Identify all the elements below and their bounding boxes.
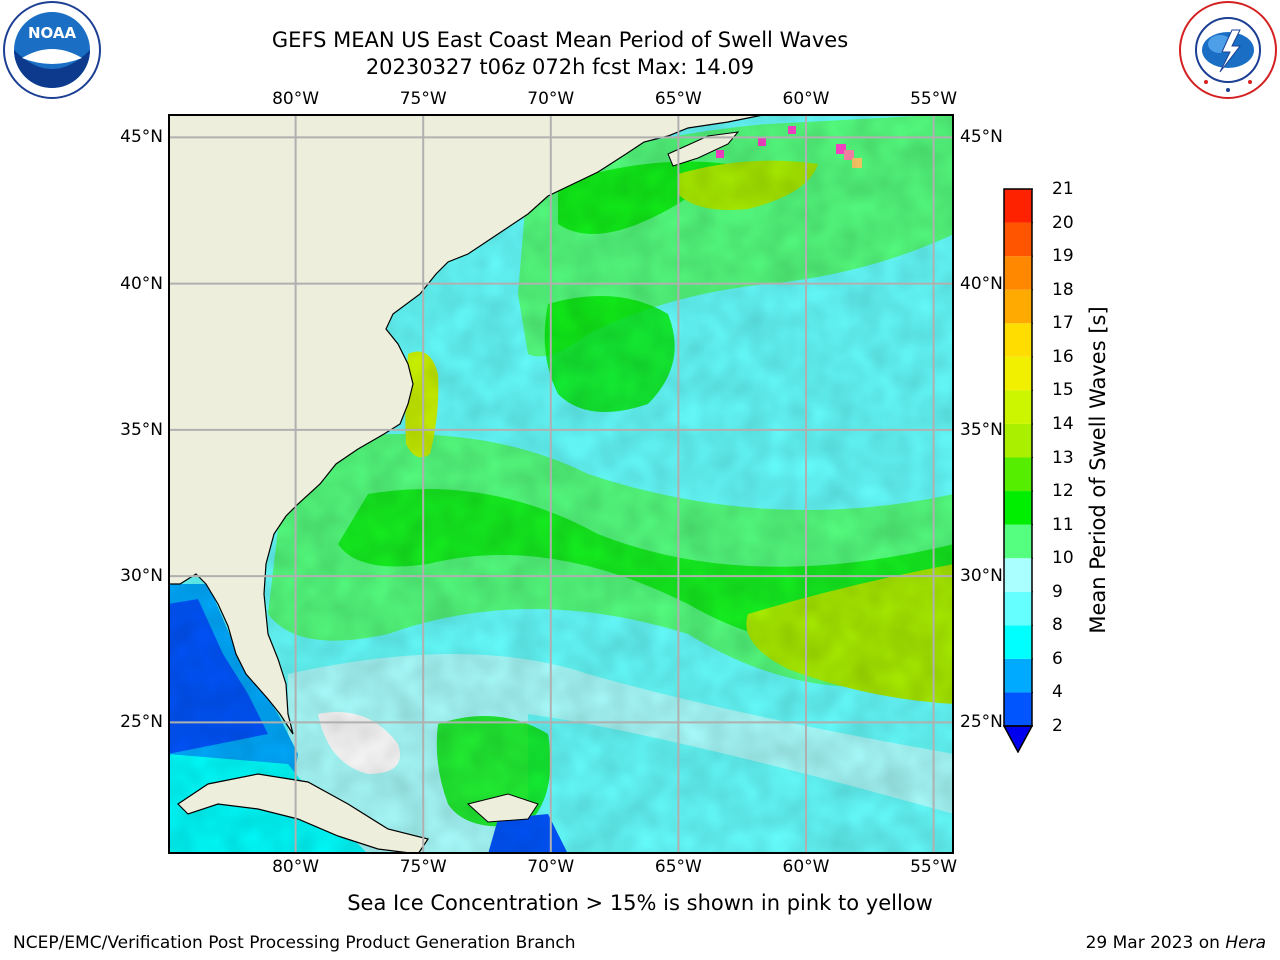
colorbar-bin — [1004, 390, 1032, 424]
colorbar-bin — [1004, 289, 1032, 324]
footer-credit: NCEP/EMC/Verification Post Processing Pr… — [13, 933, 576, 953]
colorbar-tick-label: 19 — [1052, 246, 1074, 267]
ice-caption: Sea Ice Concentration > 15% is shown in … — [347, 891, 933, 915]
colorbar-bin — [1004, 591, 1032, 626]
lat-tick-label: 45°N — [120, 127, 163, 148]
colorbar-bin — [1004, 222, 1032, 257]
lat-tick-label: 40°N — [120, 273, 163, 294]
noaa-logo-text: NOAA — [28, 24, 77, 42]
lat-tick-label: 45°N — [960, 127, 1003, 148]
colorbar-tick-label: 15 — [1052, 380, 1074, 401]
colorbar-tick-label: 16 — [1052, 346, 1074, 367]
colorbar-tick-label: 13 — [1052, 447, 1074, 468]
lon-tick-label: 80°W — [272, 857, 320, 877]
lon-tick-label: 65°W — [654, 89, 702, 109]
map-panel — [168, 114, 954, 854]
lon-tick-label: 65°W — [654, 857, 702, 877]
colorbar-tick-label: 8 — [1052, 615, 1063, 636]
lon-tick-label: 55°W — [910, 89, 958, 109]
colorbar — [1003, 188, 1033, 753]
noaa-logo: NOAA — [3, 1, 101, 99]
land-cuba — [177, 773, 429, 854]
colorbar-tick-label: 10 — [1052, 548, 1074, 569]
colorbar-bin — [1004, 457, 1032, 492]
graticule — [168, 114, 954, 854]
colorbar-bin — [1004, 356, 1032, 391]
footer-date-text: 29 Mar 2023 on — [1085, 933, 1220, 953]
colorbar-tick-label: 17 — [1052, 313, 1074, 334]
lon-tick-label: 75°W — [399, 857, 447, 877]
colorbar-bin — [1004, 256, 1032, 290]
colorbar-tick-label: 18 — [1052, 279, 1074, 300]
colorbar-bin — [1004, 692, 1032, 726]
colorbar-tick-label: 21 — [1052, 179, 1074, 199]
colorbar-label: Mean Period of Swell Waves [s] — [1086, 306, 1110, 634]
colorbar-tick-label: 2 — [1052, 716, 1063, 736]
nws-logo — [1179, 1, 1277, 99]
lat-tick-label: 30°N — [960, 566, 1003, 587]
lon-tick-label: 60°W — [782, 89, 830, 109]
colorbar-bin — [1004, 423, 1032, 458]
map-border — [168, 114, 954, 854]
lat-tick-label: 25°N — [960, 712, 1003, 733]
colorbar-under-arrow — [1003, 725, 1033, 753]
land-nova-scotia — [667, 131, 740, 167]
lat-tick-label: 35°N — [120, 419, 163, 440]
footer-host: Hera — [1225, 933, 1266, 953]
colorbar-bin — [1004, 558, 1032, 592]
lon-tick-label: 60°W — [782, 857, 830, 877]
colorbar-tick-label: 6 — [1052, 648, 1063, 669]
lon-tick-label: 75°W — [399, 89, 447, 109]
lon-tick-label: 55°W — [910, 857, 958, 877]
land-north-america — [168, 114, 769, 735]
colorbar-bin — [1004, 323, 1032, 357]
colorbar-tick-label: 4 — [1052, 682, 1063, 703]
chart-title: GEFS MEAN US East Coast Mean Period of S… — [271, 28, 849, 52]
footer-date: 29 Mar 2023 on Hera — [1086, 933, 1266, 953]
lat-tick-label: 35°N — [960, 419, 1003, 440]
lat-tick-label: 30°N — [120, 566, 163, 587]
colorbar-tick-label: 12 — [1052, 481, 1074, 502]
colorbar-tick-label: 9 — [1052, 581, 1063, 602]
colorbar-bin — [1004, 524, 1032, 559]
colorbar-bin — [1004, 491, 1032, 525]
map-canvas — [168, 114, 954, 854]
lon-tick-label: 80°W — [272, 89, 320, 109]
colorbar-bin — [1004, 625, 1032, 659]
lat-tick-label: 40°N — [960, 273, 1003, 294]
colorbar-tick-label: 14 — [1052, 413, 1074, 434]
lon-tick-label: 70°W — [527, 857, 575, 877]
lat-tick-label: 25°N — [120, 712, 163, 733]
chart-subtitle: 20230327 t06z 072h fcst Max: 14.09 — [365, 55, 755, 79]
lon-tick-label: 70°W — [527, 89, 575, 109]
colorbar-tick-label: 20 — [1052, 212, 1074, 233]
land-hispaniola — [466, 793, 539, 823]
colorbar-tick-label: 11 — [1052, 514, 1074, 535]
colorbar-bin — [1004, 658, 1032, 693]
colorbar-bin — [1004, 189, 1032, 223]
